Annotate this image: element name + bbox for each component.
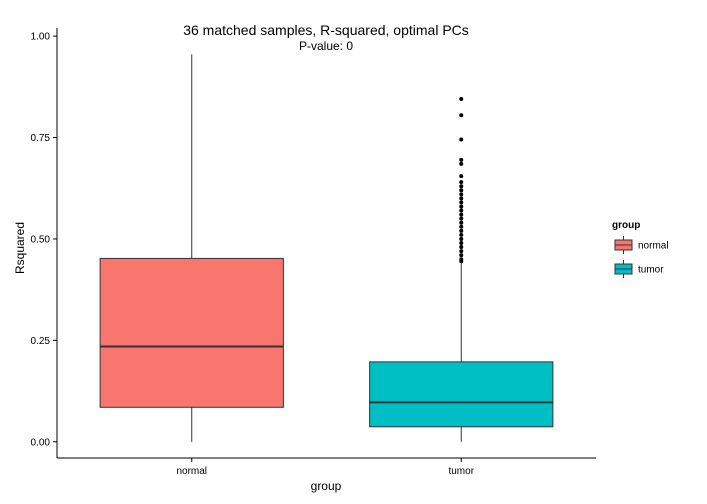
outlier-point [459,208,464,213]
box-group-normal [99,54,284,442]
outlier-point [459,259,464,264]
outlier-point [459,241,464,245]
chart-title: 36 matched samples, R-squared, optimal P… [183,22,469,38]
outlier-point [459,174,464,179]
outlier-point [459,96,464,101]
outlier-point [459,196,464,201]
outlier-point [459,245,464,250]
legend-title: group [612,220,640,231]
legend-entry-normal: normal [614,236,669,254]
y-tick-label: 0.50 [31,234,51,245]
y-tick-label: 0.75 [31,133,51,144]
legend-entry-tumor: tumor [614,260,664,278]
outlier-point [459,200,464,205]
x-axis-title: group [311,479,342,493]
outlier-point [459,192,464,197]
outlier-point [459,249,464,254]
outlier-point [459,184,464,189]
outlier-point [459,161,464,166]
y-axis-title: Rsquared [13,222,27,274]
outlier-point [459,224,464,229]
outlier-point [459,157,464,162]
outlier-point [459,220,464,225]
outlier-point [459,216,464,221]
legend-label-normal: normal [638,241,669,252]
x-tick-label: normal [176,466,207,477]
chart-subtitle: P-value: 0 [299,39,353,53]
x-tick-label: tumor [448,466,474,477]
outlier-point [459,113,464,118]
outlier-point [459,180,464,185]
outlier-point [459,188,464,193]
outlier-point [459,137,464,142]
legend: group normal tumor [612,220,669,278]
plot-area [99,54,554,442]
outlier-point [459,212,464,217]
legend-label-tumor: tumor [638,265,664,276]
y-axis: 0.00 0.25 0.50 0.75 1.00 [31,28,58,458]
outlier-point [459,232,464,237]
y-tick-label: 0.00 [31,437,51,448]
box-tumor [369,361,554,428]
outlier-point [459,236,464,241]
outlier-point [459,253,464,258]
y-tick-label: 1.00 [31,32,51,43]
outlier-point [459,204,464,209]
box-group-tumor [369,96,554,442]
x-axis: normal tumor [57,457,596,477]
outlier-point [459,228,464,233]
y-tick-label: 0.25 [31,336,51,347]
box-normal [99,257,284,408]
